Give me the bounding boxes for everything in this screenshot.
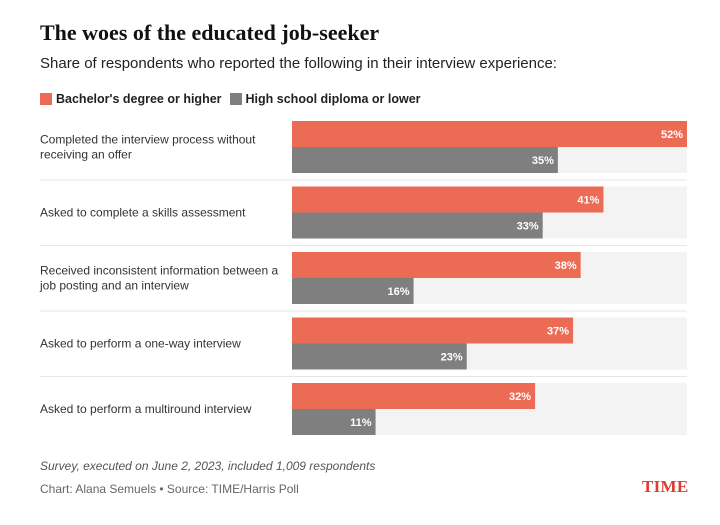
category-label: Completed the interview process without [40,133,256,147]
data-label: 23% [441,352,463,364]
category-label: Asked to perform a multiround interview [40,402,252,416]
bar-bachelor [292,252,581,278]
data-label: 35% [532,155,554,167]
data-label: 11% [350,417,372,429]
bar-bachelor [292,383,536,409]
data-label: 16% [388,286,410,298]
data-label: 32% [509,391,531,403]
bar-highschool [292,343,467,370]
legend-item-highschool: High school diploma or lower [229,92,421,106]
bar-highschool [292,278,414,304]
category-label: Asked to perform a one-way interview [40,337,241,351]
bar-highschool [292,212,543,239]
credit-line: Chart: Alana Semuels • Source: TIME/Harr… [40,482,299,496]
legend: Bachelor's degree or higher High school … [40,92,429,106]
category-label: job posting and an interview [39,279,189,293]
chart-subtitle: Share of respondents who reported the fo… [40,55,557,72]
legend-swatch-bachelor [40,93,52,105]
legend-label-highschool: High school diploma or lower [245,92,421,106]
legend-item-bachelor: Bachelor's degree or higher [40,92,222,106]
chart-title: The woes of the educated job-seeker [40,20,380,45]
data-label: 37% [547,326,569,338]
category-label: receiving an offer [40,148,132,162]
data-label: 38% [555,260,577,272]
bar-bachelor [292,317,574,344]
bar-bachelor [292,121,687,147]
bar-bachelor [292,186,604,213]
category-label: Asked to complete a skills assessment [40,206,246,220]
survey-note: Survey, executed on June 2, 2023, includ… [40,459,376,473]
bar-highschool [292,409,376,435]
bar-highschool [292,147,558,173]
data-label: 33% [517,221,539,233]
time-logo: TIME [642,477,689,496]
data-label: 41% [577,195,599,207]
legend-swatch-highschool [229,93,242,105]
category-label: Received inconsistent information betwee… [40,264,278,278]
legend-label-bachelor: Bachelor's degree or higher [56,92,222,106]
data-label: 52% [661,129,683,141]
